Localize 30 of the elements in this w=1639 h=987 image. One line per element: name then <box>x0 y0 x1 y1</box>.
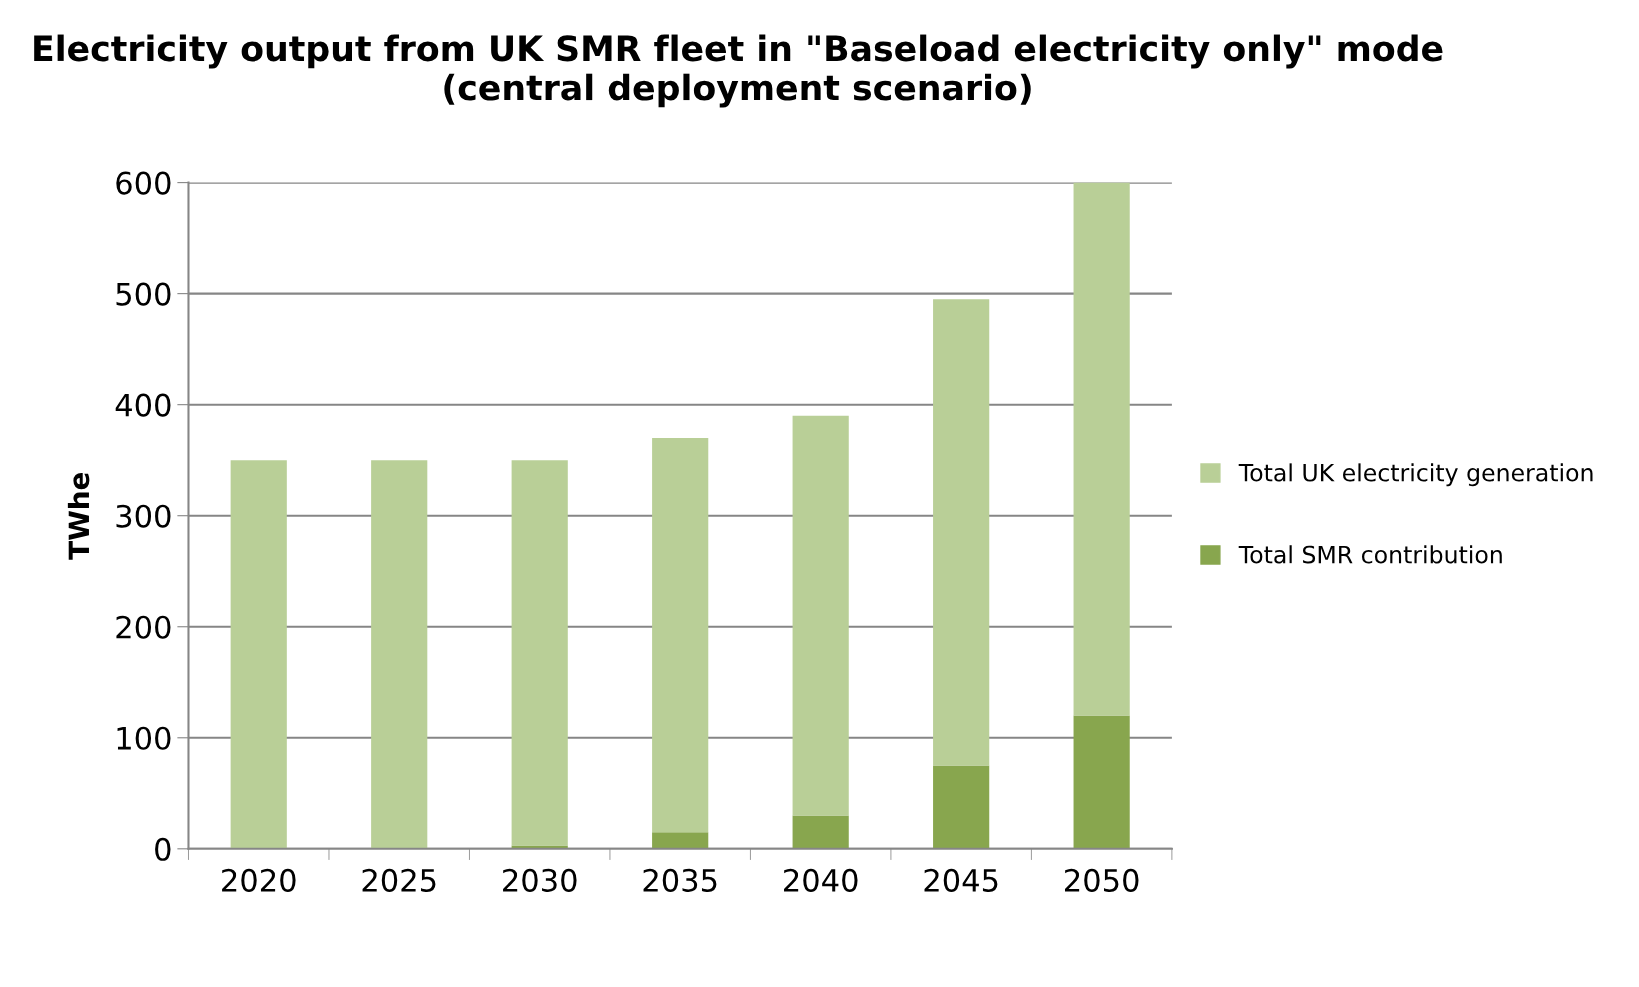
y-tick-label: 500 <box>116 282 171 306</box>
bar <box>1073 182 1130 716</box>
chart-title: Electricity output from UK SMR fleet in "Baseload electricity only" mode (central deployment scenario) <box>34 34 1443 108</box>
y-axis-title: TWhe <box>67 472 90 560</box>
bar <box>511 460 568 846</box>
x-tick-label: 2045 <box>924 868 998 892</box>
x-tick-label: 2035 <box>643 868 717 892</box>
x-tick-label: 2040 <box>784 868 858 892</box>
x-tick-label: 2025 <box>362 868 436 892</box>
bar <box>511 845 568 849</box>
y-tick-label: 400 <box>115 393 171 417</box>
legend-label: Total SMR contribution <box>1238 545 1502 564</box>
bar <box>1073 715 1130 849</box>
bar <box>933 765 990 849</box>
bar <box>230 460 287 849</box>
y-tick-label: 100 <box>117 726 171 750</box>
bar <box>652 832 709 849</box>
legend-label: Total UK electricity generation <box>1238 463 1593 487</box>
x-tick-label: 2050 <box>1065 868 1139 892</box>
y-tick-label: 0 <box>155 837 171 861</box>
bar <box>933 299 990 766</box>
bar <box>371 460 428 849</box>
x-tick-label: 2020 <box>222 868 296 892</box>
y-tick-label: 600 <box>116 171 171 195</box>
y-tick-label: 300 <box>116 504 171 528</box>
x-tick-label: 2030 <box>503 868 577 892</box>
bar <box>792 415 849 816</box>
y-tick-label: 200 <box>116 615 171 639</box>
bar <box>792 815 849 849</box>
bar <box>652 437 709 833</box>
